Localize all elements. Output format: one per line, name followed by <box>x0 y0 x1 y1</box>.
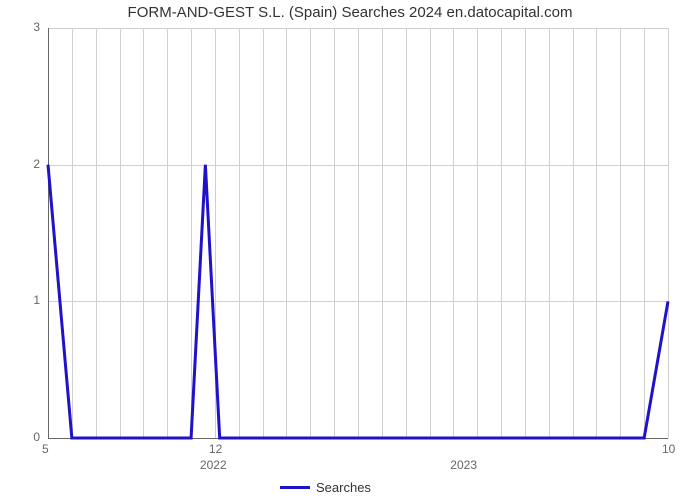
y-tick-label: 2 <box>33 157 40 171</box>
x-secondary-label: 2023 <box>450 458 477 472</box>
legend-swatch <box>280 486 310 489</box>
grid-line-vertical <box>668 28 669 438</box>
legend-label: Searches <box>316 480 371 495</box>
x-tick-label: 12 <box>209 442 222 456</box>
y-tick-label: 1 <box>33 293 40 307</box>
plot-area <box>48 28 668 438</box>
series-svg <box>48 28 668 438</box>
x-secondary-label: 2022 <box>200 458 227 472</box>
y-tick-label: 0 <box>33 430 40 444</box>
x-tick-label: 10 <box>662 442 675 456</box>
series-line <box>48 165 668 438</box>
legend: Searches <box>280 480 371 495</box>
chart-title: FORM-AND-GEST S.L. (Spain) Searches 2024… <box>0 4 700 21</box>
chart-container: FORM-AND-GEST S.L. (Spain) Searches 2024… <box>0 0 700 500</box>
x-tick-label: 5 <box>42 442 49 456</box>
y-tick-label: 3 <box>33 20 40 34</box>
